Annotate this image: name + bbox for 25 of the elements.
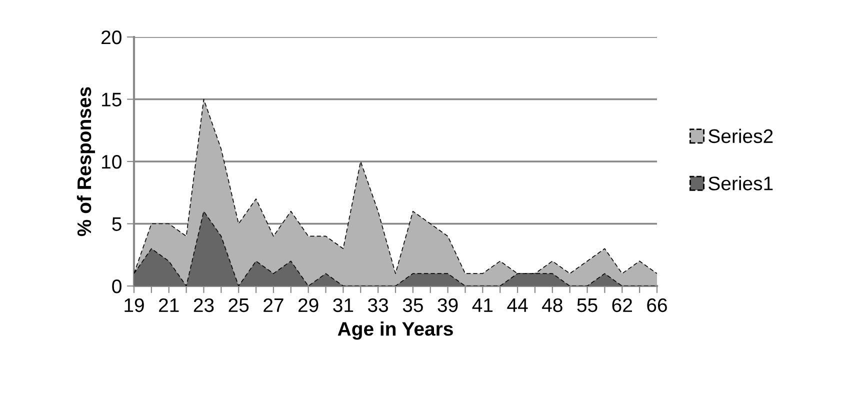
y-tick-label: 0: [112, 279, 122, 294]
x-tick-label: 62: [612, 298, 632, 312]
x-tick-label: 66: [647, 298, 667, 312]
x-tick-label: 39: [438, 298, 458, 312]
x-tick-label: 23: [194, 298, 214, 312]
legend-label: Series2: [708, 128, 773, 144]
x-tick-label: 29: [298, 298, 318, 312]
x-tick-label: 31: [333, 298, 354, 312]
y-tick-label: 5: [112, 217, 122, 231]
x-tick-label: 44: [507, 298, 528, 312]
y-tick-label: 20: [102, 30, 122, 44]
x-tick-label: 48: [542, 298, 562, 312]
y-axis-title: % of Responses: [76, 87, 96, 236]
y-tick-label: 15: [102, 92, 122, 106]
x-tick-label: 27: [264, 298, 284, 312]
x-tick-label: 19: [124, 298, 144, 312]
x-tick-label: 35: [402, 298, 423, 312]
x-tick-label: 33: [368, 298, 388, 312]
legend-label: Series1: [708, 176, 773, 190]
x-axis-title: Age in Years: [338, 321, 453, 340]
x-tick-label: 41: [472, 298, 493, 312]
x-tick-label: 25: [228, 298, 249, 312]
x-tick-label: 21: [159, 298, 179, 312]
y-tick-label: 10: [102, 154, 122, 169]
x-tick-label: 55: [577, 298, 598, 312]
